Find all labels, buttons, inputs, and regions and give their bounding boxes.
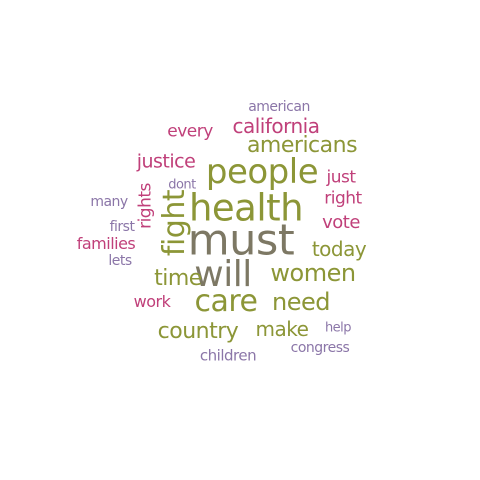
word-time: time xyxy=(154,266,202,291)
word-need: need xyxy=(272,288,330,316)
word-people: people xyxy=(205,152,319,192)
word-work: work xyxy=(133,292,171,311)
word-justice: justice xyxy=(136,150,196,173)
word-health: health xyxy=(188,186,304,230)
word-make: make xyxy=(255,317,309,341)
word-vote: vote xyxy=(322,212,360,233)
word-children: children xyxy=(199,346,257,365)
word-americans: americans xyxy=(246,133,358,158)
word-care: care xyxy=(194,284,258,319)
word-must: must xyxy=(187,215,295,266)
word-dont: dont xyxy=(168,177,196,193)
word-california: california xyxy=(232,114,320,138)
word-just: just xyxy=(326,167,356,188)
word-many: many xyxy=(90,194,128,210)
word-every: every xyxy=(167,121,213,142)
word-families: families xyxy=(76,234,136,253)
word-fight: fight xyxy=(157,189,192,257)
word-country: country xyxy=(157,319,239,344)
word-first: first xyxy=(109,219,135,235)
word-right: right xyxy=(324,188,362,209)
word-help: help xyxy=(324,320,352,336)
word-women: women xyxy=(270,259,356,287)
word-rights: rights xyxy=(135,183,156,229)
word-today: today xyxy=(311,237,367,261)
word-lets: lets xyxy=(108,253,132,269)
word-american: american xyxy=(248,99,310,115)
word-will: will xyxy=(194,254,252,295)
word-congress: congress xyxy=(290,340,350,356)
